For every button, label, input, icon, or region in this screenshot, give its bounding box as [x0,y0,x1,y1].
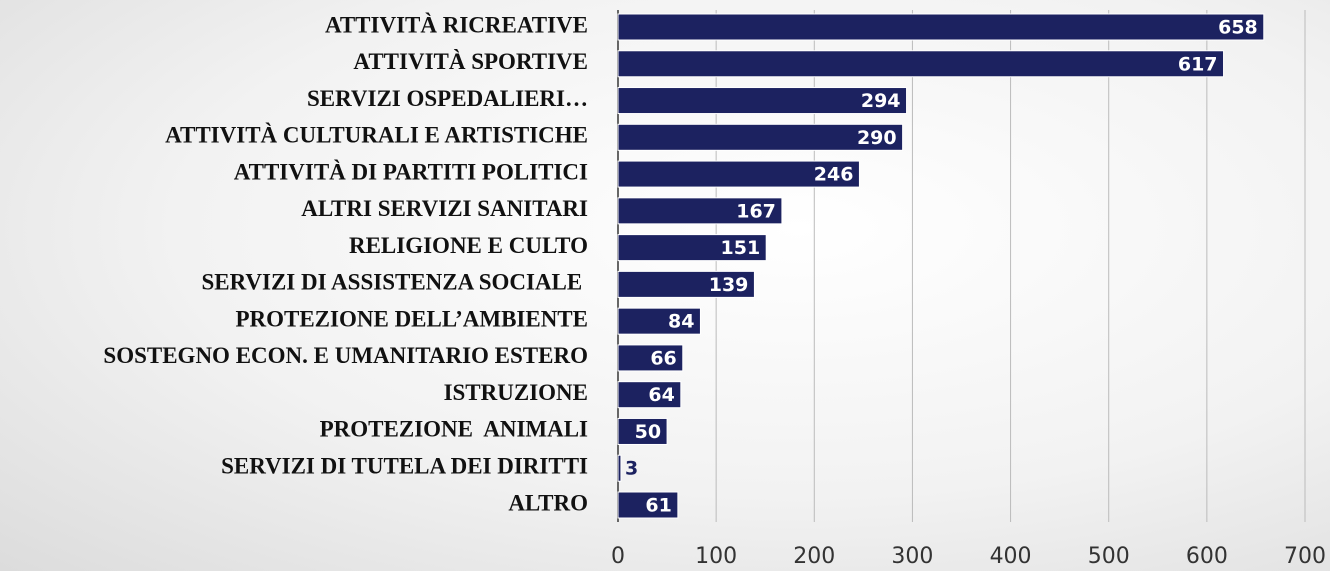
category-label: ATTIVITÀ SPORTIVE [353,49,588,74]
value-label: 61 [645,495,671,517]
category-label: ATTIVITÀ DI PARTITI POLITICI [234,159,588,184]
bar [617,197,783,225]
category-label: RELIGIONE E CULTO [349,233,588,258]
bar [617,307,701,335]
category-label: SERVIZI OSPEDALIERI… [307,86,588,111]
value-label: 658 [1218,17,1258,39]
category-label: ISTRUZIONE [444,380,588,405]
value-label: 294 [861,90,901,112]
bar [617,160,860,188]
bar [617,123,904,151]
x-tick-label: 600 [1186,544,1228,569]
bar [617,13,1265,41]
x-tick-label: 100 [695,544,737,569]
x-tick-label: 500 [1088,544,1130,569]
value-label: 290 [857,127,897,149]
bar [617,344,684,372]
value-label: 167 [736,200,776,222]
bar [617,454,622,482]
value-label: 246 [814,164,854,186]
bar [617,50,1225,78]
value-label: 617 [1178,53,1218,75]
category-label: SERVIZI DI ASSISTENZA SOCIALE [201,270,588,295]
value-label: 151 [721,237,761,259]
category-label: ATTIVITÀ CULTURALI E ARTISTICHE [165,123,588,148]
category-label: SERVIZI DI TUTELA DEI DIRITTI [221,454,588,479]
category-label: ALTRO [508,490,588,515]
value-label: 64 [648,384,674,406]
x-tick-label: 200 [793,544,835,569]
value-label: 3 [625,458,638,480]
bar [617,381,682,409]
bar [617,234,767,262]
bar [617,491,679,519]
value-label: 139 [709,274,749,296]
bar [617,270,755,298]
category-label: ATTIVITÀ RICREATIVE [325,12,588,37]
category-label: PROTEZIONE ANIMALI [320,417,588,442]
category-label: PROTEZIONE DELL’AMBIENTE [235,306,588,331]
category-label: ALTRI SERVIZI SANITARI [301,196,588,221]
value-label: 66 [650,347,676,369]
bar [617,417,668,445]
value-label: 50 [635,421,661,443]
x-tick-label: 400 [990,544,1032,569]
x-tick-label: 0 [611,544,625,569]
x-tick-label: 700 [1284,544,1326,569]
category-label: SOSTEGNO ECON. E UMANITARIO ESTERO [103,343,588,368]
bar [617,87,908,115]
x-tick-label: 300 [891,544,933,569]
value-label: 84 [668,311,694,333]
